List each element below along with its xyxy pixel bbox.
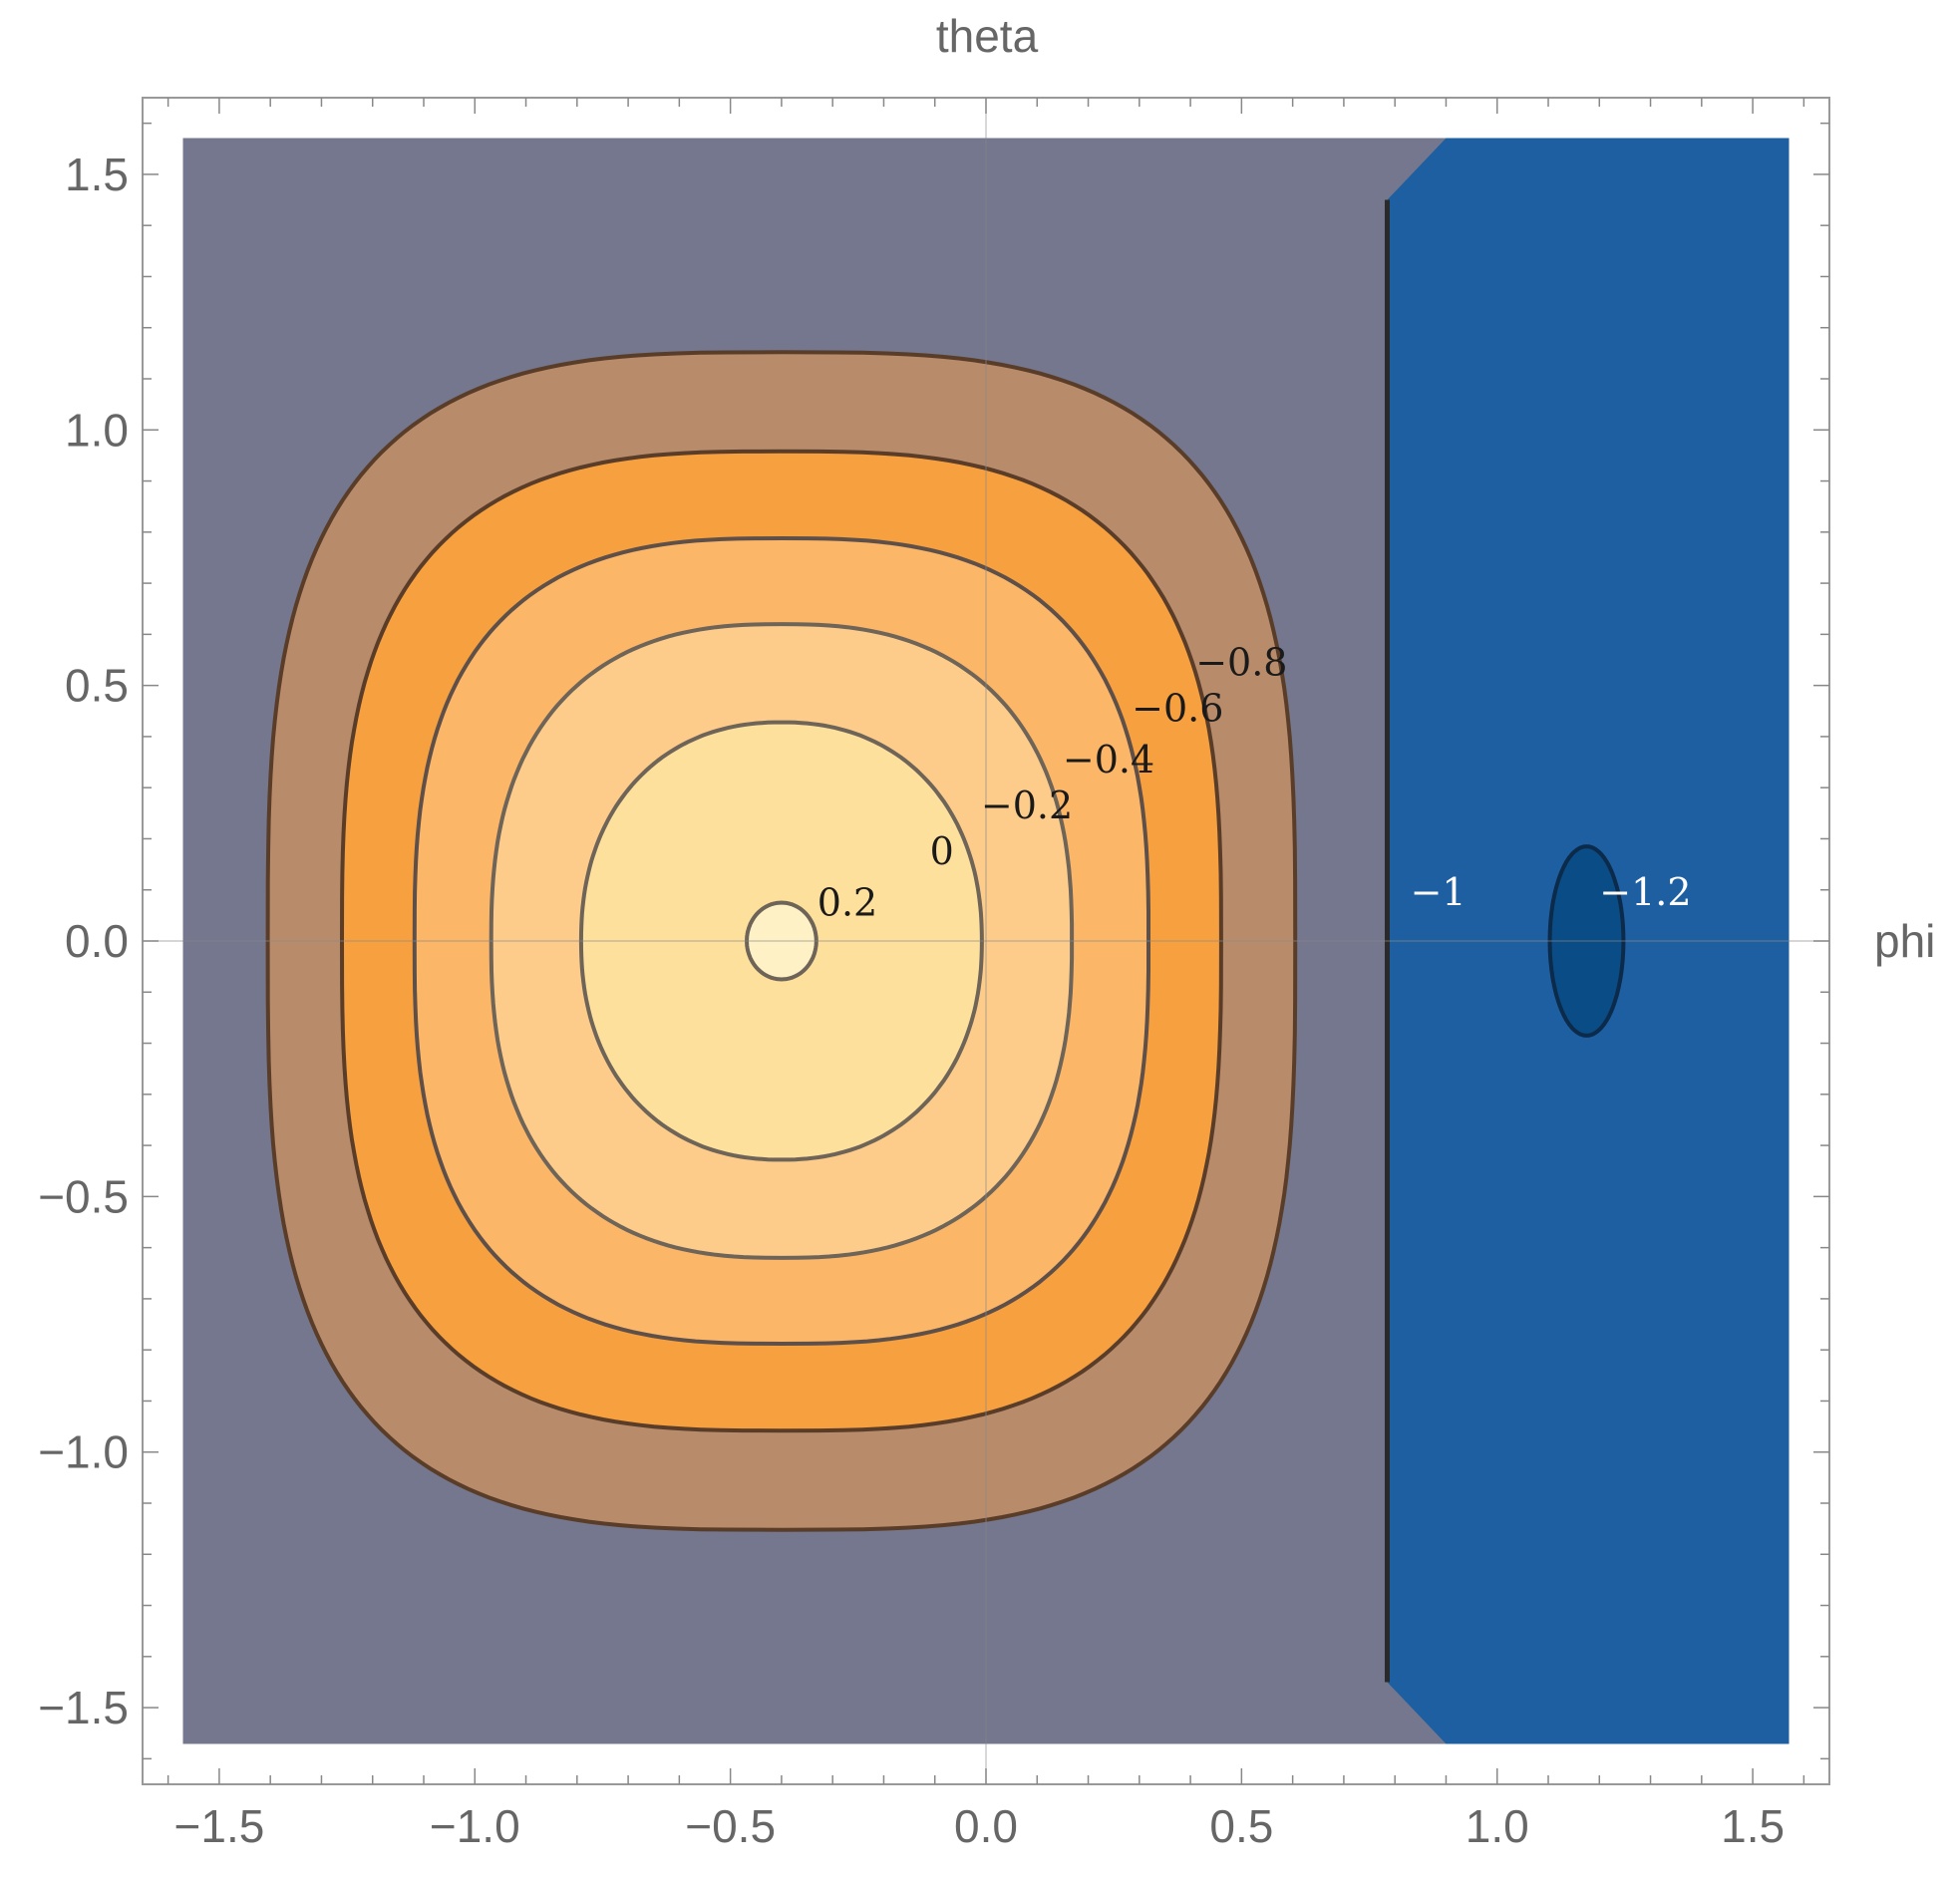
tick-marks [143,98,1829,1784]
x-tick-label: −1.5 [174,1800,265,1852]
y-tick-label: −1.0 [38,1426,129,1478]
y-tick-label: −0.5 [38,1170,129,1222]
x-tick-label: −0.5 [685,1800,776,1852]
y-tick-label: 1.0 [65,404,129,456]
contour-label: −1 [1411,870,1467,914]
grid-lines [143,98,1829,1784]
contour-label: 0 [930,829,954,873]
y-tick-label: −1.5 [38,1682,129,1733]
y-tick-label: 1.5 [65,149,129,200]
contour-label: −1.2 [1599,870,1691,914]
contour-label: −0.6 [1132,687,1223,731]
x-tick-label: 0.5 [1209,1800,1273,1852]
contour-label: −0.2 [981,783,1073,827]
tick-labels: −1.5 −1.0 −0.5 0.0 0.5 1.0 1.5 1.5 1.0 0.5 0.0 −0.5… [38,149,1785,1852]
x-axis-title: theta [936,10,1039,62]
y-tick-label: 0.5 [65,660,129,712]
x-tick-label: 1.0 [1466,1800,1529,1852]
contour-label: −0.4 [1063,738,1154,782]
y-tick-label: 0.0 [65,915,129,967]
contour-label: 0.2 [817,880,877,924]
x-tick-label: −1.0 [430,1800,520,1852]
contour-labels: −0.8−0.6 −0.4−0.2 0 0.2 −1.2 −1 [817,640,1692,924]
x-tick-label: 1.5 [1721,1800,1785,1852]
y-axis-title: phi [1874,915,1935,967]
x-tick-label: 0.0 [954,1800,1018,1852]
contour-label: −0.8 [1195,640,1287,684]
